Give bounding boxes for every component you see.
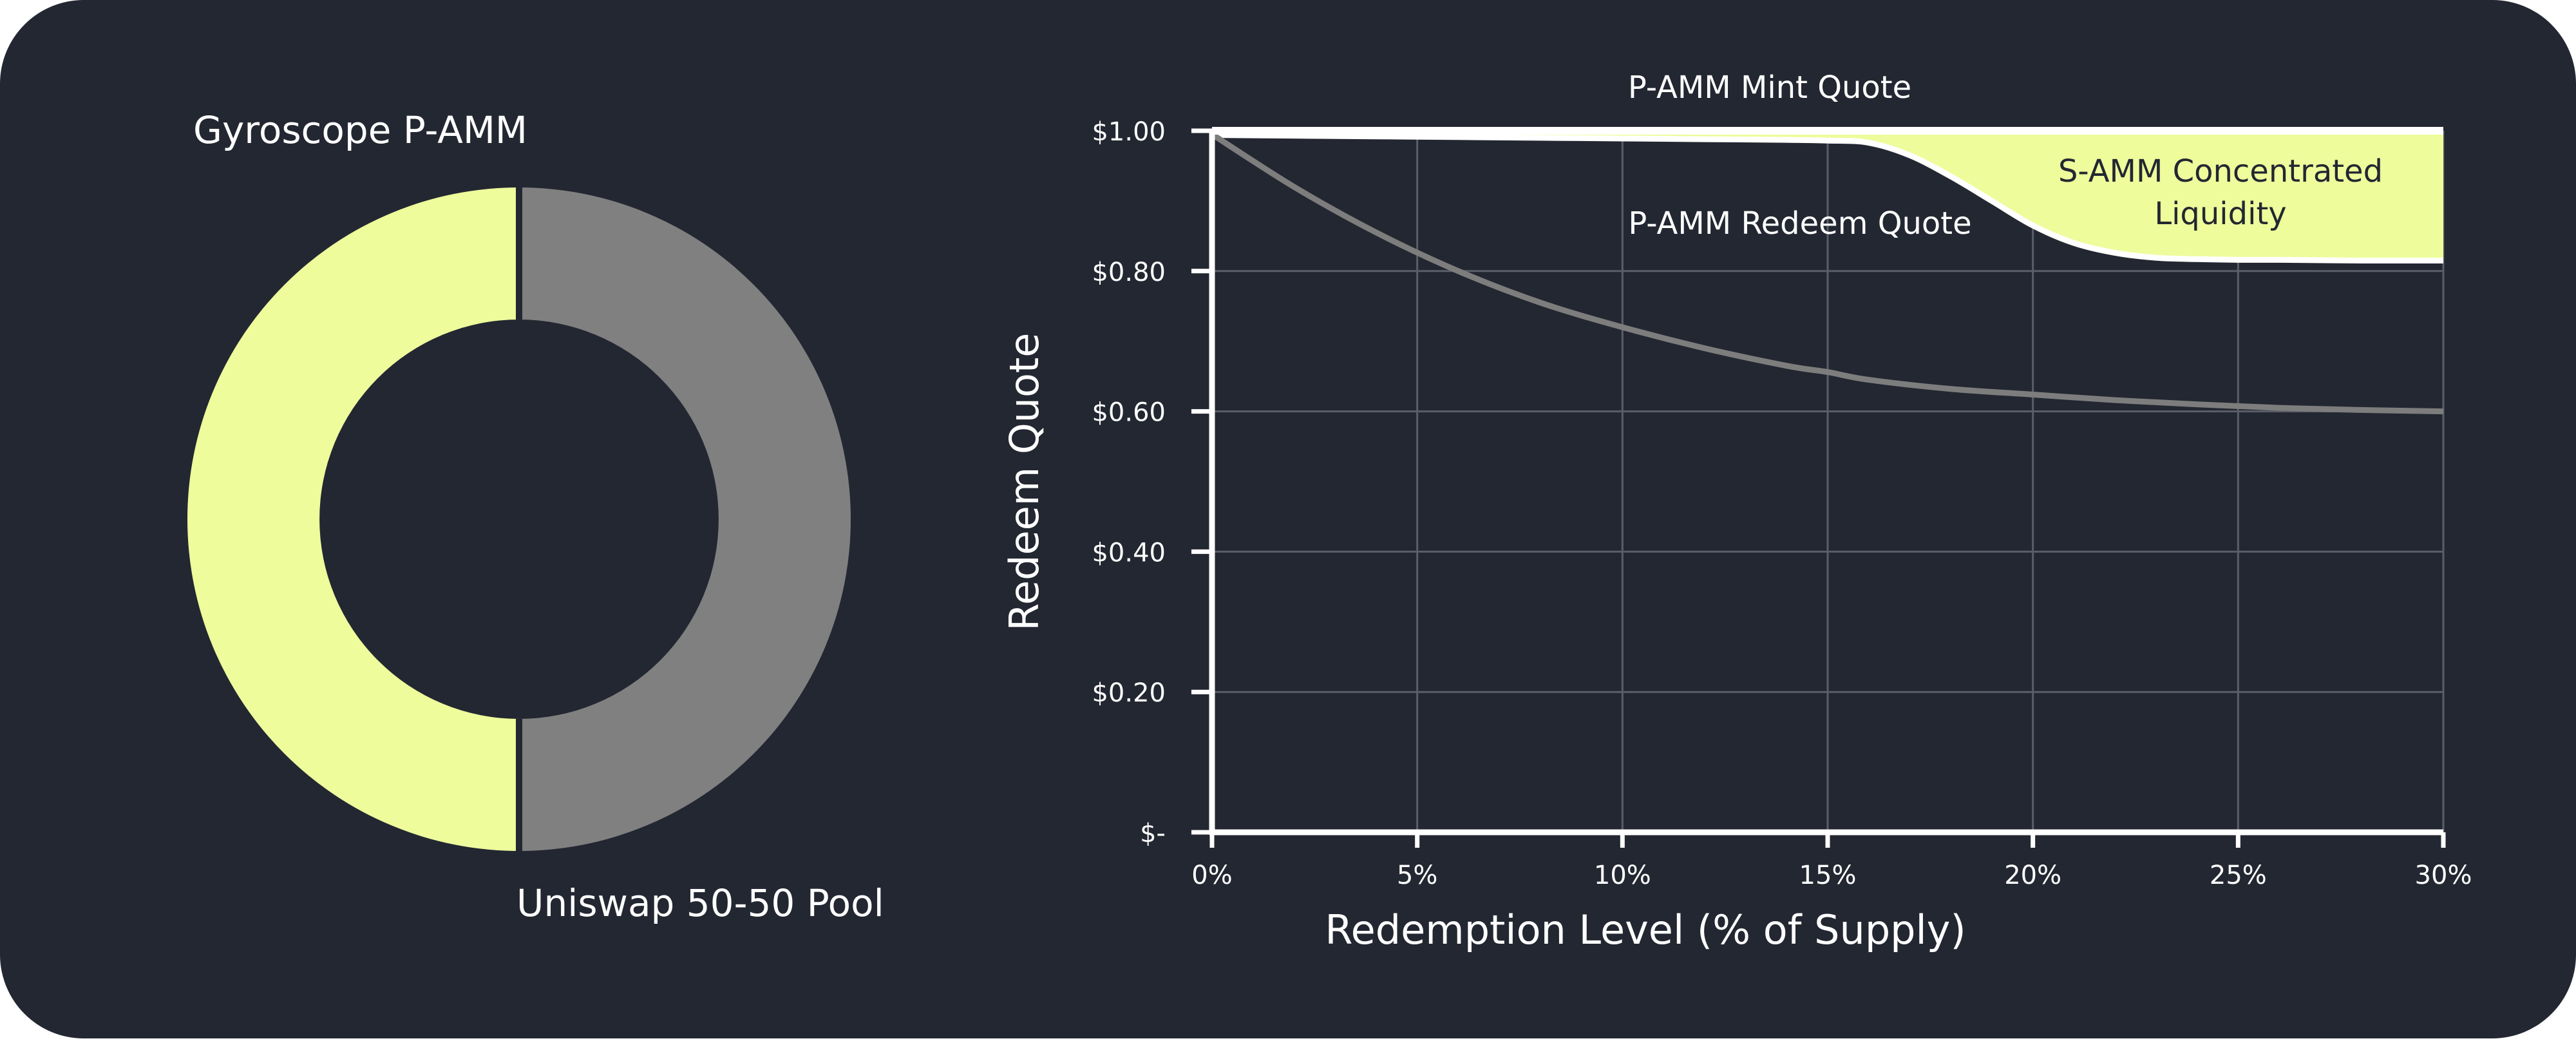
donut-label-uniswap: Uniswap 50-50 Pool (516, 881, 884, 925)
x-tick-label: 25% (2210, 861, 2267, 890)
x-tick-label: 30% (2415, 861, 2472, 890)
x-axis-label: Redemption Level (% of Supply) (1325, 906, 1965, 953)
x-tick-label: 0% (1191, 861, 1232, 890)
y-axis-label: Redeem Quote (1001, 333, 1048, 631)
y-tick-label: $0.20 (1092, 678, 1166, 708)
y-tick-label: $- (1140, 819, 1166, 848)
samm-label-line1: S-AMM Concentrated (2058, 153, 2383, 189)
y-tick-label: $0.80 (1092, 258, 1166, 287)
donut-slice-uniswap (519, 187, 851, 851)
redeem-quote-line (1211, 132, 2444, 264)
line-chart-title: P-AMM Mint Quote (1628, 70, 1911, 106)
y-tick-label: $0.40 (1092, 538, 1166, 568)
axes (1191, 127, 2446, 848)
x-tick-label: 15% (1799, 861, 1857, 890)
donut-chart (187, 187, 851, 851)
x-tick-label: 10% (1594, 861, 1651, 890)
x-tick-label: 20% (2004, 861, 2061, 890)
donut-slice-gyroscope (187, 187, 519, 851)
tick-labels: $- $0.20 $0.40 $0.60 $0.80 $1.00 0% 5% 10% 15% 20%… (1092, 117, 2472, 890)
redeem-quote-annotation: P-AMM Redeem Quote (1628, 205, 1971, 242)
donut-label-gyroscope: Gyroscope P-AMM (193, 108, 527, 152)
gray-quote-line (1210, 131, 2444, 415)
y-tick-label: $1.00 (1092, 117, 1166, 147)
samm-shaded-region (1212, 131, 2443, 261)
x-tick-label: 5% (1397, 861, 1437, 890)
samm-label-line2: Liquidity (2154, 196, 2286, 232)
y-tick-label: $0.60 (1092, 398, 1166, 428)
